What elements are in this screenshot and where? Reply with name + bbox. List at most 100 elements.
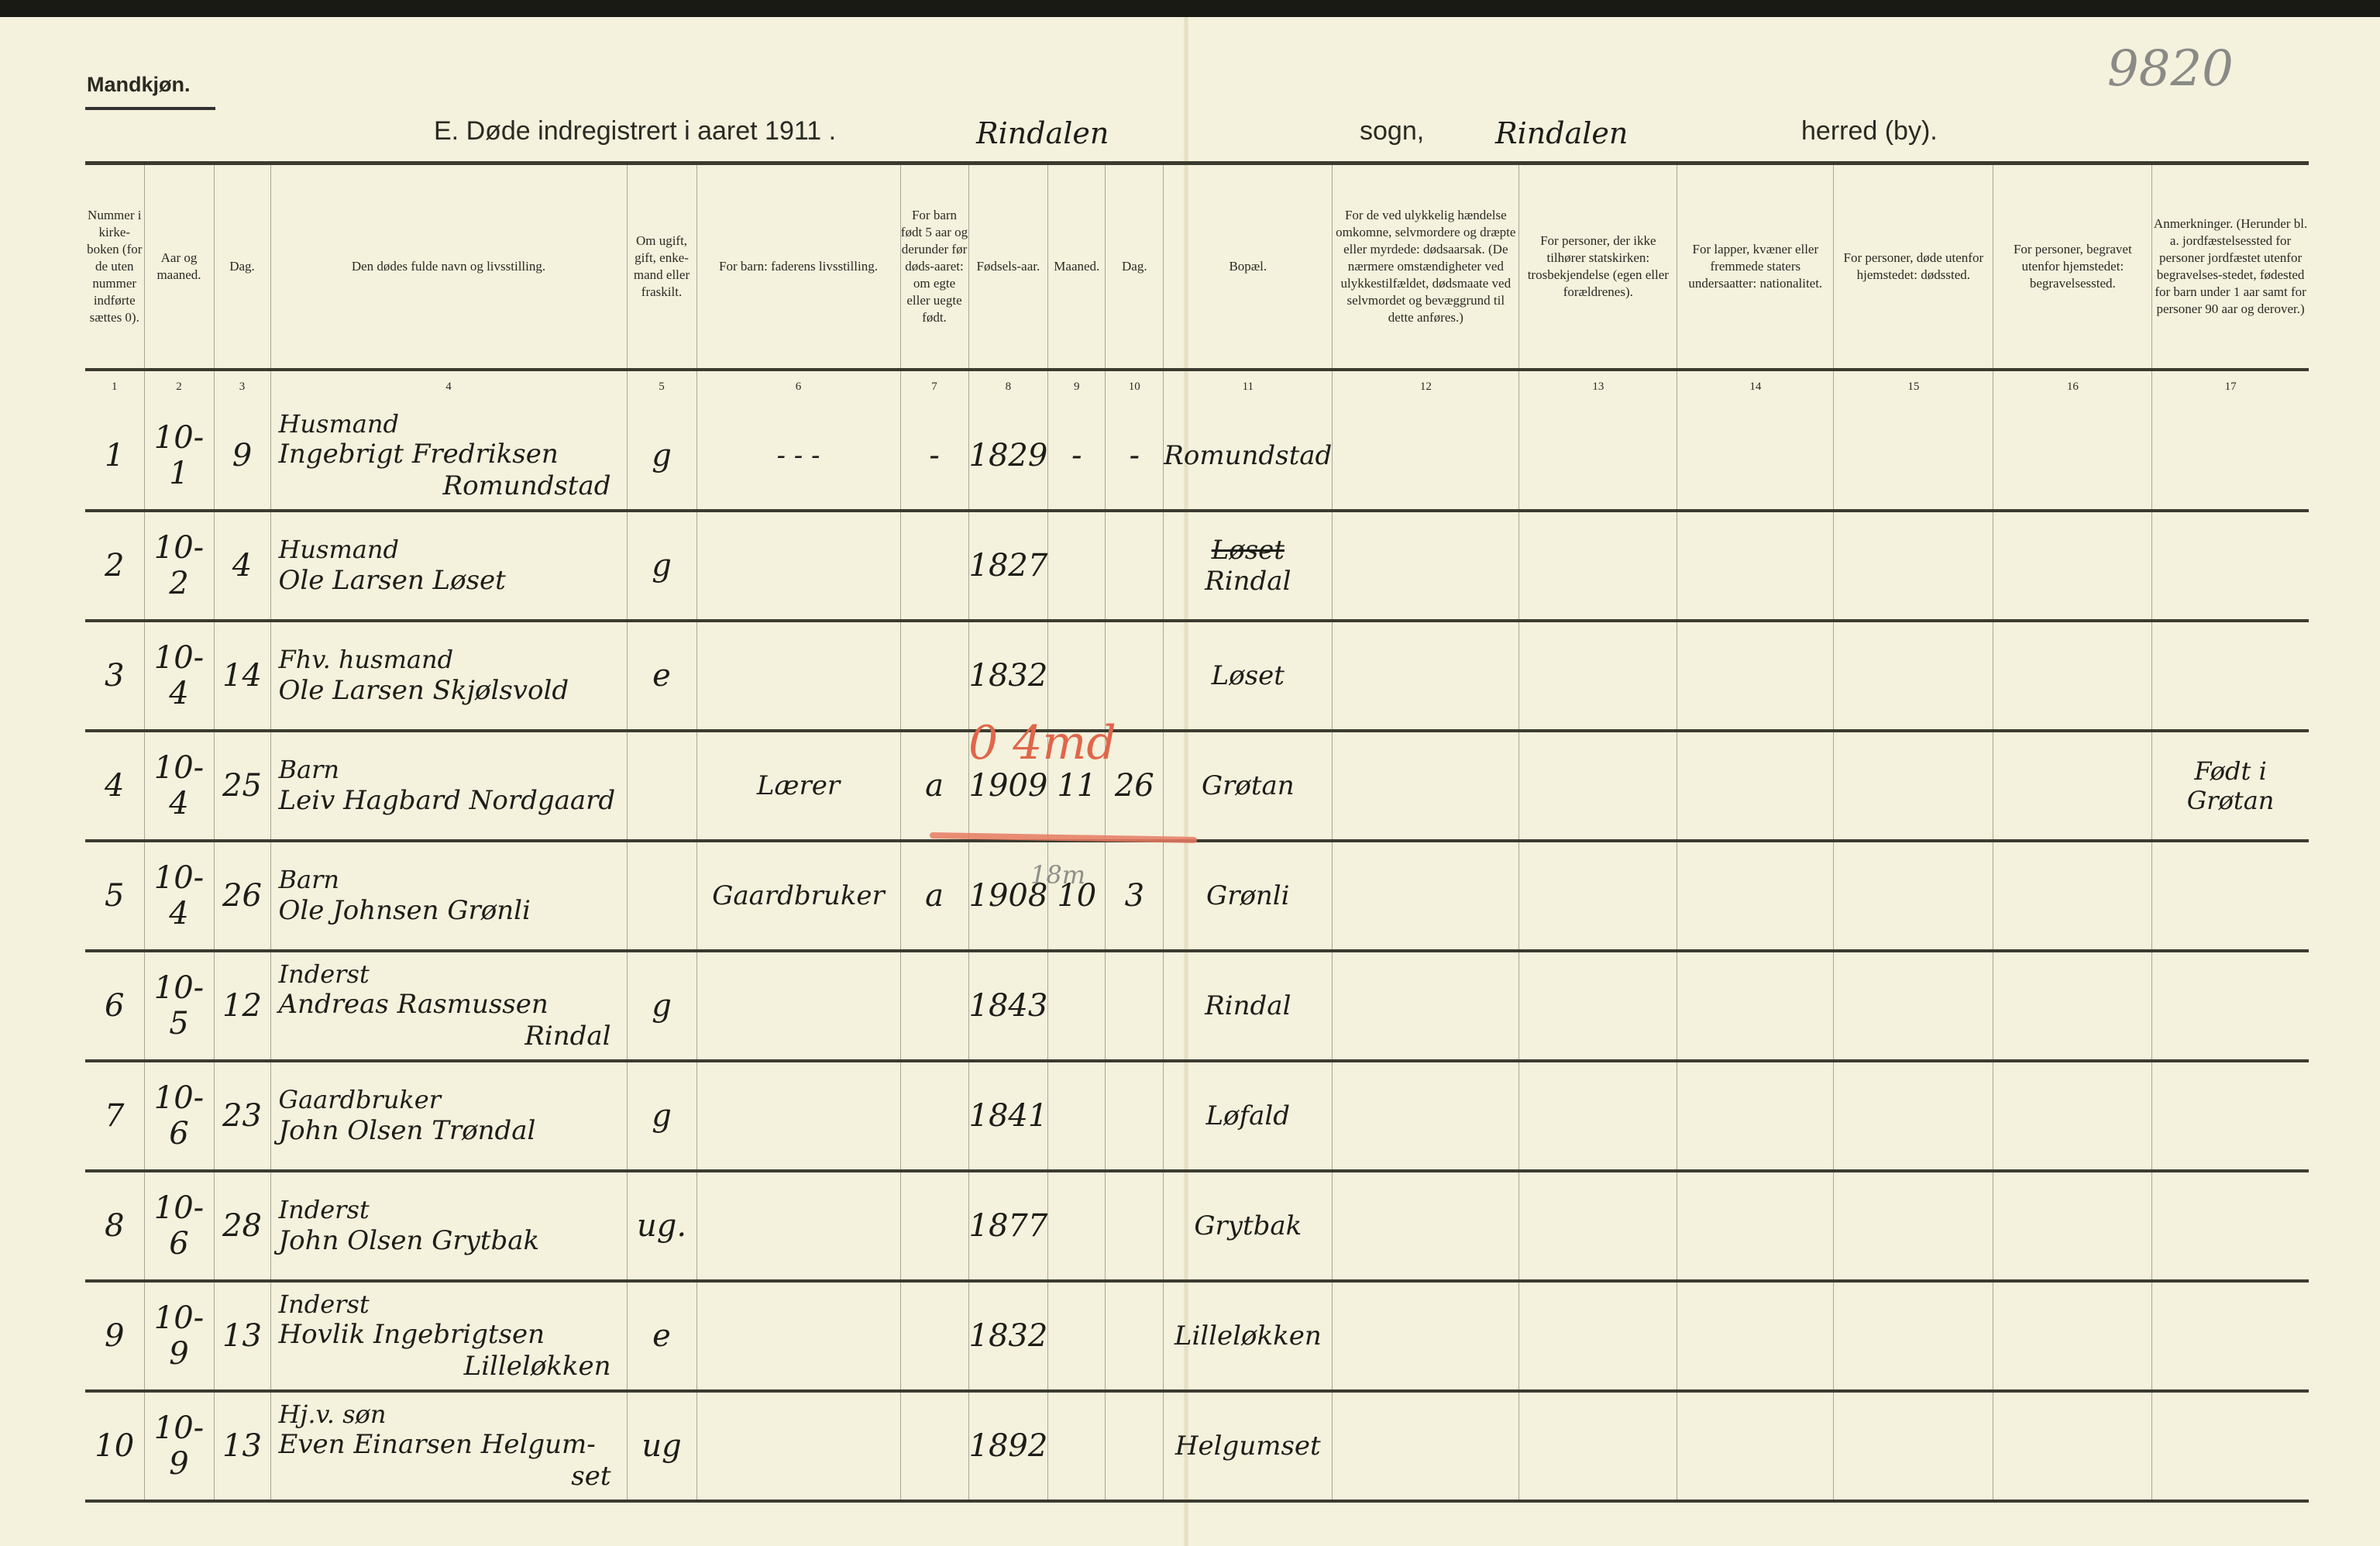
cell-remarks: Født i Grøtan	[2151, 731, 2309, 842]
cell-b-day	[1105, 1171, 1164, 1283]
cell-empty	[1677, 402, 1834, 512]
cell-b-day: -	[1105, 402, 1164, 512]
cell-name: Inderst Hovlik Ingebrigtsen Lilleløkken	[270, 1281, 627, 1393]
column-number: 8	[968, 370, 1048, 402]
column-header-4: Den dødes fulde navn og livsstilling.	[270, 161, 627, 371]
cell-empty	[1518, 621, 1677, 732]
cell-empty	[1993, 1391, 2152, 1503]
cell-empty	[1518, 731, 1677, 842]
residence: Rindal	[1205, 990, 1291, 1021]
cell-empty	[1332, 621, 1519, 732]
cell-empty	[1833, 1281, 1993, 1393]
cell-b-day	[1105, 951, 1164, 1062]
district-label: herred (by).	[1801, 116, 1938, 146]
column-number: 1	[112, 380, 118, 393]
column-header-5: Om ugift, gift, enke-mand eller fraskilt…	[626, 161, 696, 371]
residence: Helgumset	[1175, 1431, 1321, 1462]
cell-empty	[1993, 841, 2152, 952]
cell-day: 14	[213, 621, 270, 732]
cell-b-day: 3	[1105, 841, 1164, 952]
death-register-table: Nummer i kirke-boken (for de uten nummer…	[85, 161, 2309, 1503]
column-header-14: For lapper, kvæner eller fremmede stater…	[1677, 161, 1834, 371]
cell-empty	[1993, 951, 2152, 1062]
column-header-16: For personer, begravet utenfor hjemstede…	[1993, 161, 2152, 371]
cell-father: Lærer	[696, 731, 900, 842]
cell-month: 10-6	[143, 1171, 214, 1283]
divider	[85, 107, 215, 110]
deceased-name: Ingebrigt Fredriksen	[278, 439, 559, 470]
title-year-digit: 1 .	[807, 116, 837, 146]
deceased-name-cont: Romundstad	[442, 470, 611, 502]
cell-b-day	[1105, 1061, 1164, 1172]
cell-empty	[1332, 1171, 1519, 1283]
register-page: Mandkjøn. 9820 E. Døde indregistrert i a…	[0, 17, 2380, 1546]
cell-empty	[1332, 731, 1519, 842]
deceased-name: Leiv Hagbard Nordgaard	[278, 784, 616, 816]
cell-residence: Grønli	[1163, 841, 1333, 952]
cell-nr: 1	[85, 402, 144, 512]
cell-b-month: 10	[1047, 841, 1106, 952]
cell-legit	[899, 1171, 968, 1283]
cell-empty	[1332, 1281, 1519, 1393]
cell-nr: 9	[85, 1281, 144, 1393]
residence-struck: Løset	[1211, 535, 1285, 566]
cell-b-day	[1105, 511, 1164, 622]
cell-remarks	[2151, 951, 2309, 1062]
column-header-8: Fødsels-aar.	[968, 161, 1048, 371]
parish-label: sogn,	[1360, 116, 1425, 146]
cell-month: 10-6	[143, 1061, 214, 1172]
occupation: Inderst	[278, 1195, 370, 1225]
cell-father	[696, 1171, 900, 1283]
cell-empty	[1993, 1281, 2152, 1393]
cell-empty	[1332, 402, 1519, 512]
column-number: 6	[696, 370, 900, 402]
title-prefix: E. Døde indregistrert i aaret 191	[434, 116, 807, 146]
cell-father	[696, 1061, 900, 1172]
cell-month: 10-4	[143, 731, 214, 842]
occupation: Inderst	[278, 959, 370, 989]
residence: Grøtan	[1201, 770, 1295, 801]
cell-remarks	[2151, 621, 2309, 732]
cell-day: 13	[213, 1391, 270, 1503]
residence: Grytbak	[1194, 1210, 1302, 1241]
column-number: 15	[1833, 370, 1993, 402]
cell-civil	[626, 731, 696, 842]
cell-b-month	[1047, 1061, 1106, 1172]
cell-remarks	[2151, 1281, 2309, 1393]
cell-b-day	[1105, 1391, 1164, 1503]
cell-nr: 10	[85, 1391, 144, 1503]
column-header-2: Aar og maaned.	[143, 161, 214, 371]
cell-empty	[1677, 621, 1834, 732]
cell-empty	[1518, 951, 1677, 1062]
cell-b-month	[1047, 511, 1106, 622]
deceased-name-cont: set	[571, 1461, 611, 1493]
cell-civil: ug	[626, 1391, 696, 1503]
cell-birth-year: 1843	[968, 951, 1048, 1062]
deceased-name: Ole Larsen Skjølsvold	[278, 674, 569, 706]
deceased-name: Ole Larsen Løset	[278, 564, 506, 596]
cell-empty	[1833, 731, 1993, 842]
cell-legit	[899, 1061, 968, 1172]
cell-legit: -	[899, 402, 968, 512]
cell-month: 10-9	[143, 1281, 214, 1393]
cell-empty	[1332, 511, 1519, 622]
column-header-15: For personer, døde utenfor hjemstedet: d…	[1833, 161, 1993, 371]
cell-civil	[626, 841, 696, 952]
column-number: 5	[626, 370, 696, 402]
cell-civil: g	[626, 951, 696, 1062]
cell-father	[696, 1281, 900, 1393]
cell-father	[696, 1391, 900, 1503]
cell-legit	[899, 621, 968, 732]
cell-b-month	[1047, 951, 1106, 1062]
occupation: Husmand	[278, 409, 399, 439]
parish-value: Rindalen	[976, 116, 1109, 150]
cell-empty	[1677, 511, 1834, 622]
cell-empty	[1518, 511, 1677, 622]
cell-empty	[1677, 1391, 1834, 1503]
cell-empty	[1332, 951, 1519, 1062]
red-pencil-mark: 0 4md	[968, 716, 1116, 770]
cell-empty	[1993, 511, 2152, 622]
cell-residence: Helgumset	[1163, 1391, 1333, 1503]
cell-name: Husmand Ingebrigt Fredriksen Romundstad	[270, 402, 627, 512]
cell-remarks	[2151, 1171, 2309, 1283]
